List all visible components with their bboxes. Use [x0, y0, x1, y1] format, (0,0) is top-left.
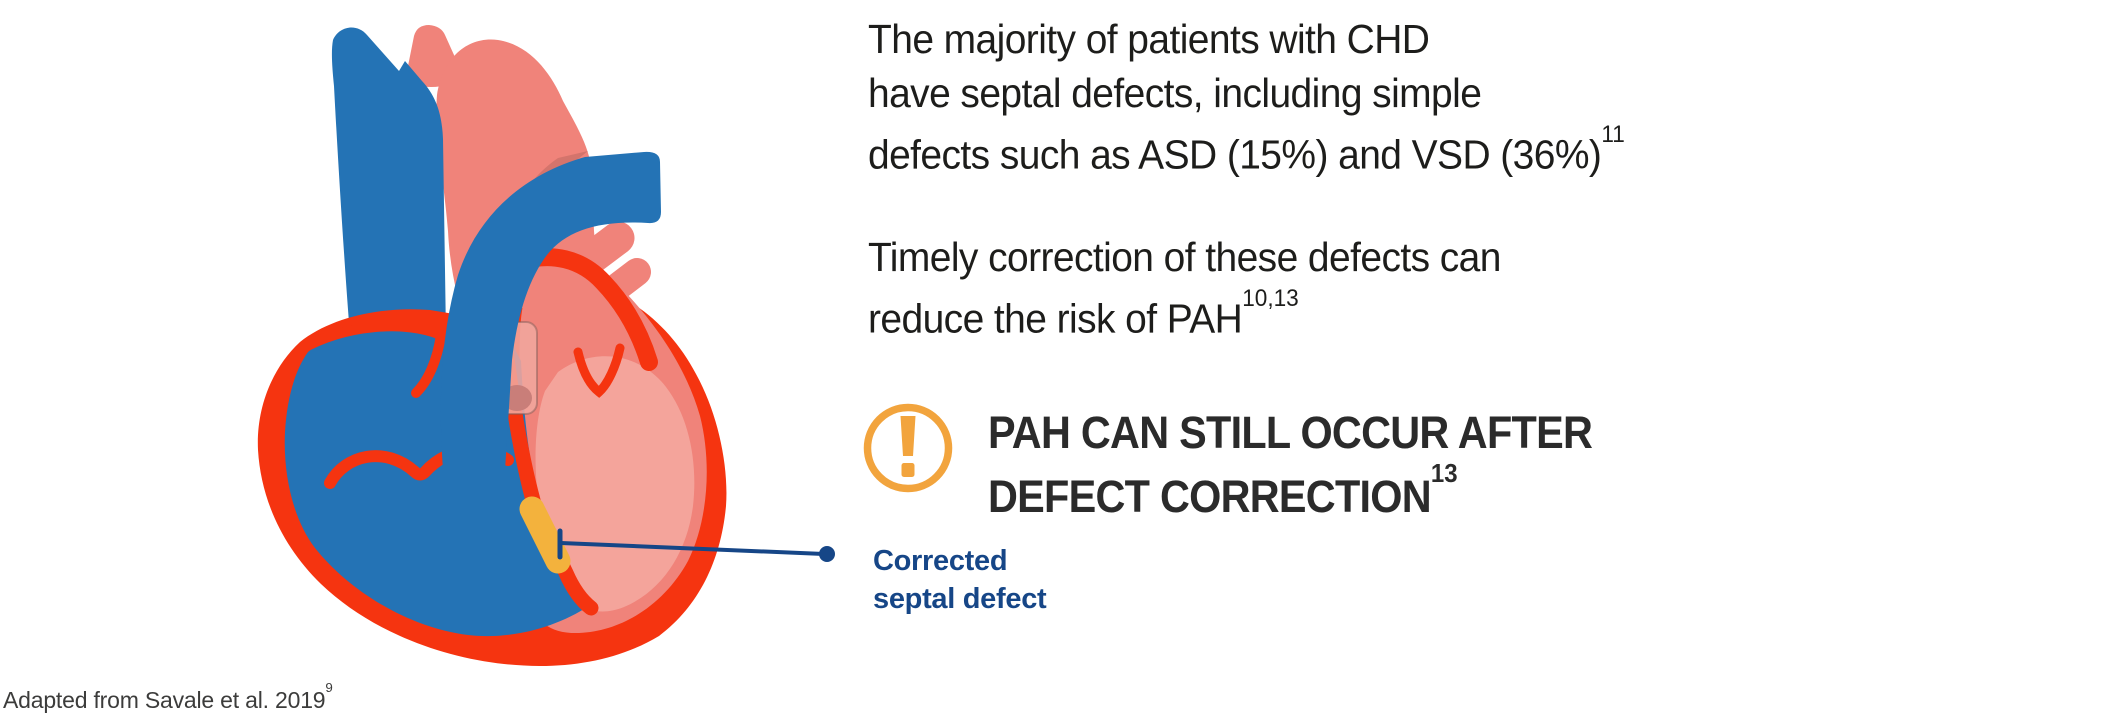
footnote: Adapted from Savale et al. 20199	[3, 680, 333, 713]
intro-line-2: have septal defects, including simple	[868, 70, 1482, 116]
callout-dot	[819, 546, 835, 562]
septal-defect-label: Corrected septal defect	[873, 542, 1047, 618]
septal-defect-label-line-1: Corrected	[873, 545, 1008, 577]
warning-reference: 13	[1430, 458, 1458, 489]
heart-illustration	[257, 25, 835, 666]
mitral-valve	[573, 343, 625, 398]
correction-paragraph: Timely correction of these defects can r…	[868, 230, 1501, 346]
warning-heading: PAH CAN STILL OCCUR AFTER DEFECT CORRECT…	[988, 406, 1593, 524]
correction-reference: 10,13	[1242, 284, 1299, 312]
pulmonary-artery	[440, 151, 661, 470]
intro-line-1: The majority of patients with CHD	[868, 16, 1430, 62]
intro-paragraph: The majority of patients with CHD have s…	[868, 12, 1625, 182]
septal-defect-patch	[519, 496, 571, 574]
warning-line-1: PAH CAN STILL OCCUR AFTER	[988, 407, 1593, 458]
correction-line-1: Timely correction of these defects can	[868, 234, 1501, 280]
intro-line-3: defects such as ASD (15%) and VSD (36%)1…	[868, 120, 1625, 178]
svc-atrium-divider	[295, 321, 447, 398]
callout-line	[560, 541, 825, 556]
septal-defect-label-line-2: septal defect	[873, 583, 1047, 615]
left-atrium-border	[510, 248, 658, 371]
warning-line-2: DEFECT CORRECTION13	[988, 458, 1458, 522]
pulmonary-vein-upper	[577, 221, 635, 273]
footnote-reference: 9	[325, 680, 333, 696]
exclamation-circle-icon	[863, 403, 953, 493]
intro-reference: 11	[1601, 120, 1625, 148]
correction-line-2: reduce the risk of PAH10,13	[868, 284, 1299, 342]
superior-vena-cava	[331, 27, 446, 358]
